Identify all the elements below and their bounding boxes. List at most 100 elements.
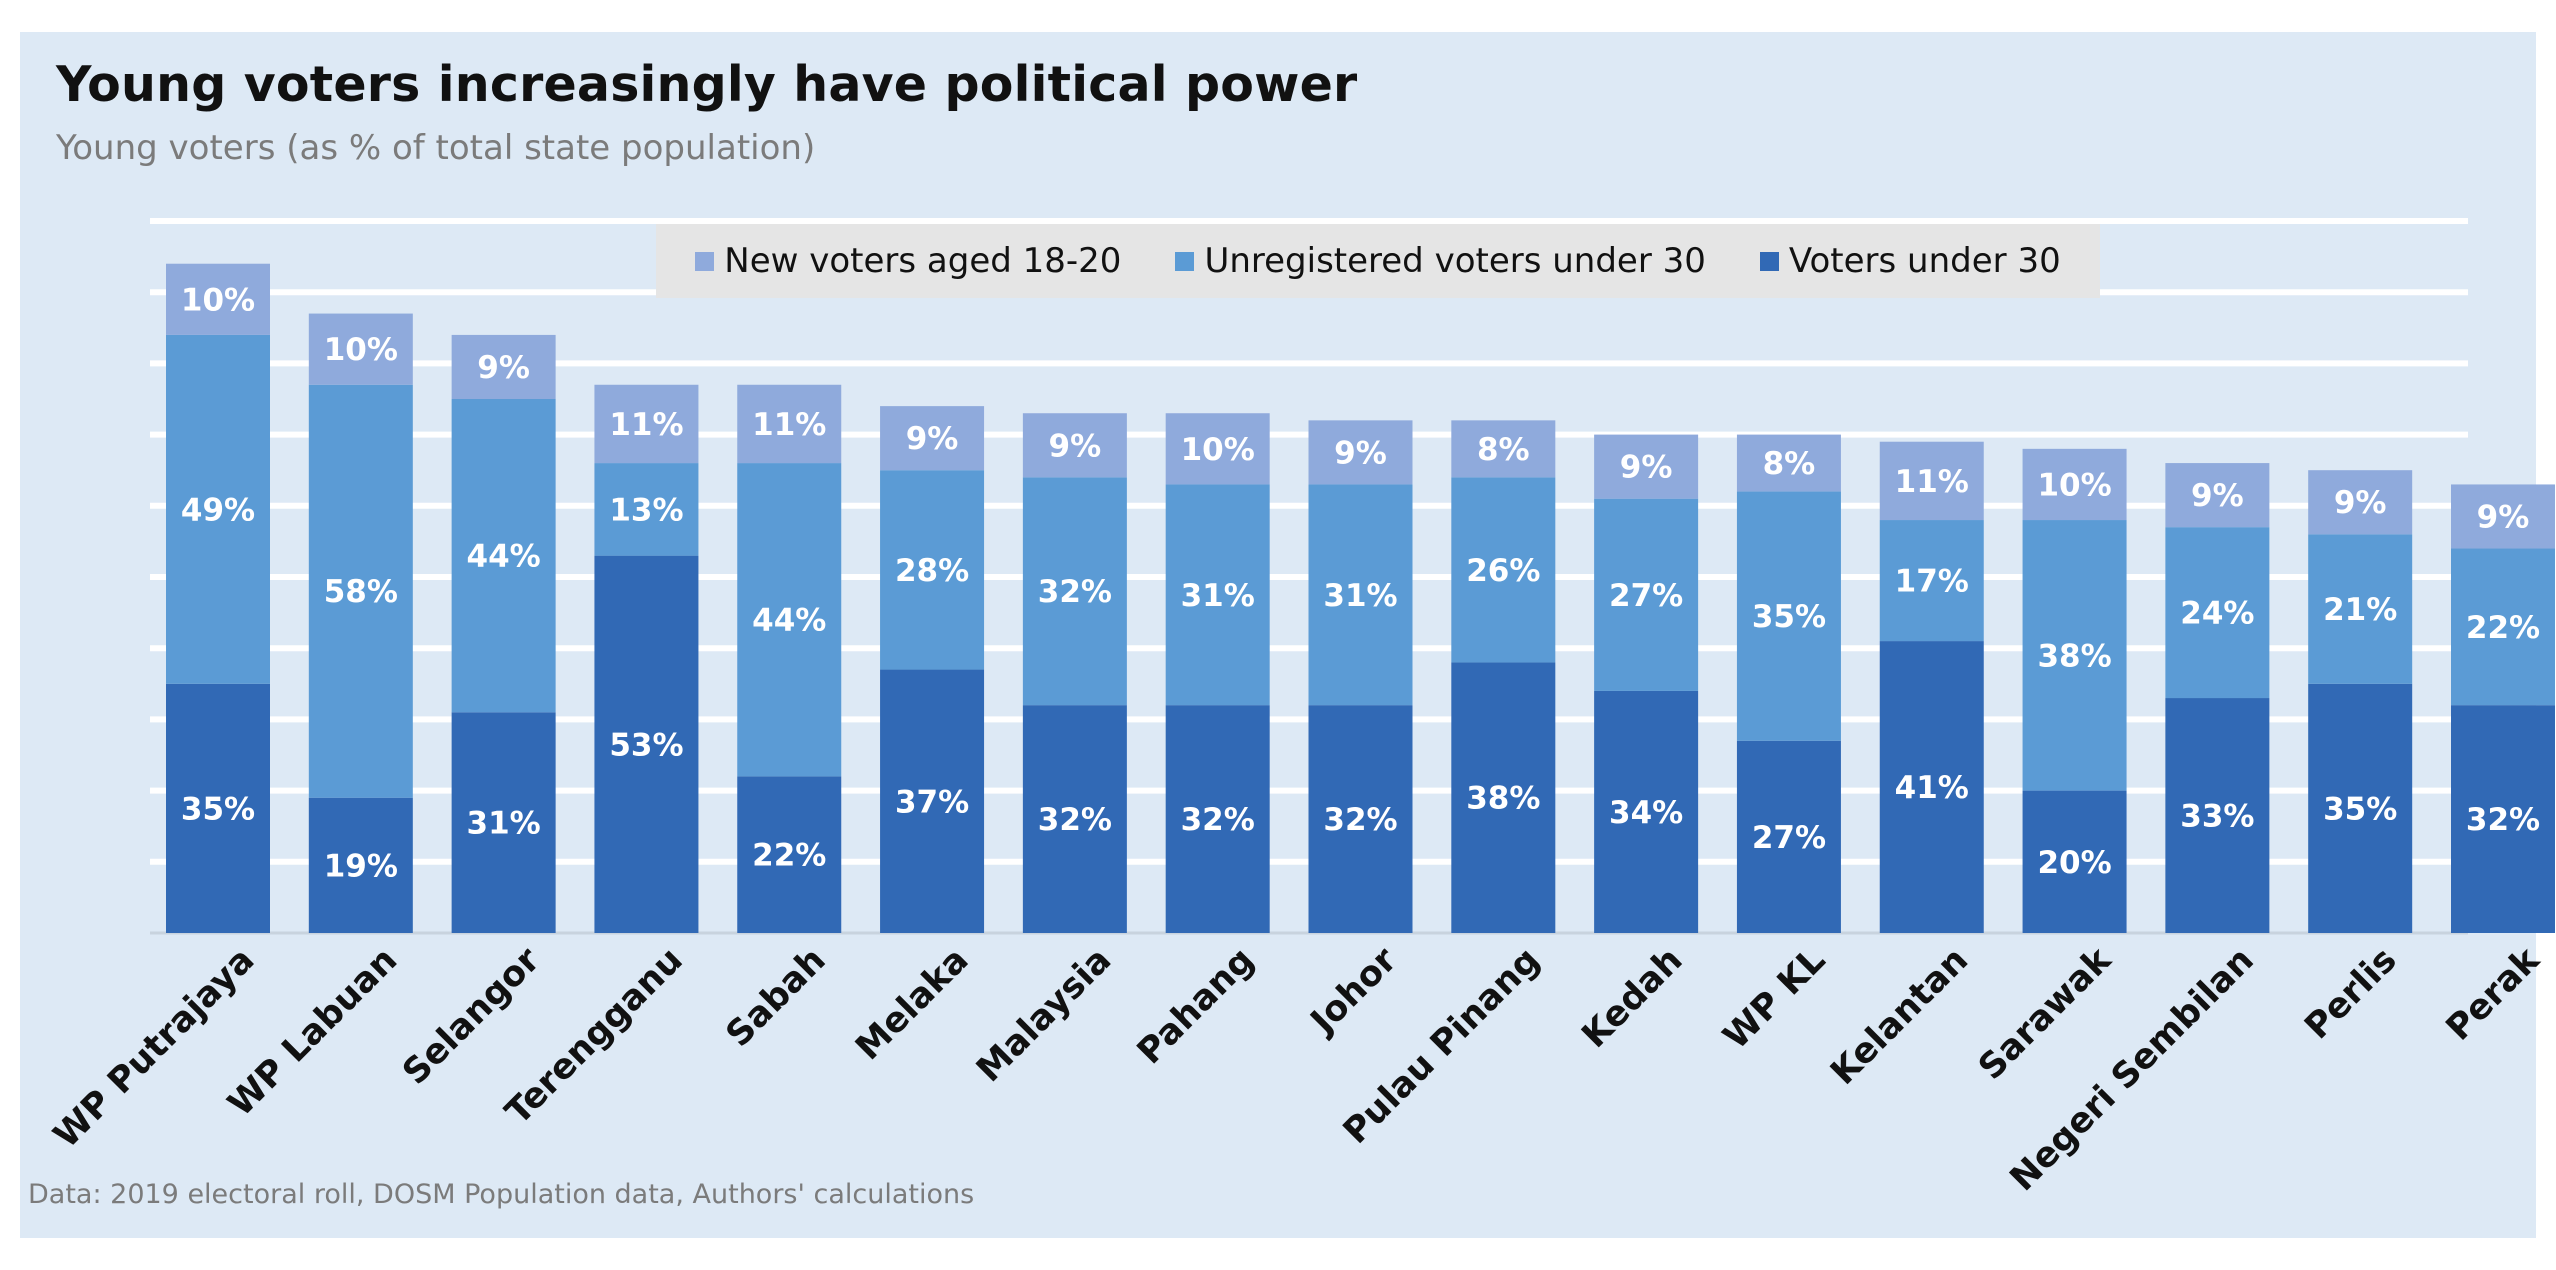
bar-new-voters <box>308 313 413 385</box>
bar-new-voters <box>1165 413 1270 485</box>
bar-voters-under-30 <box>2451 705 2555 933</box>
data-label-unregistered: 17% <box>1895 564 1969 600</box>
category-label: Perak <box>2439 940 2548 1049</box>
chart-title: Young voters increasingly have political… <box>56 56 1358 113</box>
data-label-unregistered: 21% <box>2323 592 2397 628</box>
data-label-unregistered: 31% <box>1181 578 1255 614</box>
legend-item-new-voters: New voters aged 18-20 <box>695 241 1121 281</box>
data-label-unregistered: 22% <box>2466 610 2540 646</box>
bar-unregistered <box>166 334 270 684</box>
data-label-new-voters: 11% <box>609 407 683 443</box>
category-label: Malaysia <box>969 940 1119 1090</box>
bar-unregistered <box>451 399 556 713</box>
category-label: Johor <box>1302 940 1405 1043</box>
data-label-new-voters: 8% <box>1477 432 1530 468</box>
data-label-voters-under-30: 34% <box>1609 795 1683 831</box>
category-label: Sarawak <box>1971 940 2119 1088</box>
bar-voters-under-30 <box>1879 641 1984 933</box>
data-label-unregistered: 44% <box>752 603 826 639</box>
bar-unregistered <box>594 463 699 556</box>
bar-voters-under-30 <box>880 669 985 933</box>
data-label-unregistered: 26% <box>1466 553 1540 589</box>
data-label-new-voters: 10% <box>181 282 255 318</box>
bar-new-voters <box>2022 448 2127 521</box>
category-label: Pahang <box>1130 940 1262 1072</box>
bar-voters-under-30 <box>166 683 270 933</box>
data-label-voters-under-30: 19% <box>324 848 398 884</box>
data-label-voters-under-30: 32% <box>2466 802 2540 838</box>
data-label-new-voters: 9% <box>1049 428 1102 464</box>
bar-voters-under-30 <box>2165 698 2270 933</box>
bar-new-voters <box>1308 420 1413 485</box>
bar-unregistered <box>1165 484 1270 706</box>
data-label-voters-under-30: 33% <box>2180 799 2254 835</box>
legend-item-voters-under-30: Voters under 30 <box>1759 241 2061 281</box>
data-label-new-voters: 9% <box>1620 450 1673 486</box>
bar-voters-under-30 <box>451 712 556 933</box>
category-label: Melaka <box>848 940 976 1068</box>
legend: New voters aged 18-20 Unregistered voter… <box>656 224 2100 298</box>
category-label: Perlis <box>2297 940 2404 1047</box>
bar-voters-under-30 <box>737 776 842 933</box>
data-label-unregistered: 35% <box>1752 599 1826 635</box>
data-label-unregistered: 44% <box>467 539 541 575</box>
bar-unregistered <box>737 463 842 777</box>
category-label: WP KL <box>1716 940 1833 1057</box>
bar-voters-under-30 <box>1451 662 1556 933</box>
data-label-unregistered: 38% <box>2037 638 2111 674</box>
bar-new-voters <box>2451 484 2555 549</box>
bar-new-voters <box>1879 441 1984 521</box>
data-label-new-voters: 11% <box>752 407 826 443</box>
legend-swatch-voters-under-30 <box>1759 251 1779 271</box>
data-label-voters-under-30: 53% <box>609 727 683 763</box>
data-labels: 35% 49% 10% 19% 58% 10% 31% 44% 9% 53% 13% 11% 22% 44… <box>181 282 2540 884</box>
source-note: Data: 2019 electoral roll, DOSM Populati… <box>28 1179 975 1210</box>
data-label-new-voters: 9% <box>906 421 959 457</box>
bar-new-voters <box>737 384 842 464</box>
bar-unregistered <box>1451 477 1556 663</box>
legend-swatch-new-voters <box>695 251 715 271</box>
data-label-unregistered: 32% <box>1038 574 1112 610</box>
bar-voters-under-30 <box>2308 683 2413 933</box>
bar-new-voters <box>2308 470 2413 535</box>
data-label-voters-under-30: 22% <box>752 838 826 874</box>
bar-unregistered <box>2165 527 2270 699</box>
bar-new-voters <box>2165 463 2270 528</box>
bar-unregistered <box>308 384 413 798</box>
data-label-voters-under-30: 27% <box>1752 820 1826 856</box>
legend-label-new-voters: New voters aged 18-20 <box>724 241 1122 281</box>
data-label-unregistered: 28% <box>895 553 969 589</box>
category-label: Negeri Sembilan <box>2003 940 2262 1199</box>
bar-unregistered <box>1594 498 1699 691</box>
data-label-unregistered: 31% <box>1323 578 1397 614</box>
data-label-new-voters: 11% <box>1895 464 1969 500</box>
data-label-voters-under-30: 32% <box>1181 802 1255 838</box>
bar-new-voters <box>1594 434 1699 499</box>
legend-swatch-unregistered <box>1175 251 1195 271</box>
data-label-voters-under-30: 32% <box>1323 802 1397 838</box>
bar-voters-under-30 <box>1165 705 1270 933</box>
bar-unregistered <box>2451 548 2555 706</box>
data-label-new-voters: 9% <box>1334 435 1387 471</box>
bars <box>166 263 2555 933</box>
data-label-voters-under-30: 35% <box>2323 791 2397 827</box>
bar-voters-under-30 <box>2022 790 2127 933</box>
bar-unregistered <box>1308 484 1413 706</box>
category-label: Kedah <box>1575 940 1691 1056</box>
bar-voters-under-30 <box>1594 690 1699 933</box>
category-label: Selangor <box>395 940 548 1093</box>
bar-unregistered <box>880 470 985 670</box>
data-label-voters-under-30: 31% <box>467 806 541 842</box>
data-label-voters-under-30: 35% <box>181 791 255 827</box>
data-label-new-voters: 10% <box>2037 467 2111 503</box>
data-label-voters-under-30: 38% <box>1466 781 1540 817</box>
legend-label-voters-under-30: Voters under 30 <box>1788 241 2061 281</box>
data-label-voters-under-30: 32% <box>1038 802 1112 838</box>
data-label-new-voters: 9% <box>477 350 530 386</box>
data-label-new-voters: 9% <box>2334 485 2387 521</box>
category-label: Sabah <box>719 940 834 1055</box>
bar-new-voters <box>594 384 699 464</box>
data-label-voters-under-30: 37% <box>895 784 969 820</box>
data-label-new-voters: 10% <box>1181 432 1255 468</box>
